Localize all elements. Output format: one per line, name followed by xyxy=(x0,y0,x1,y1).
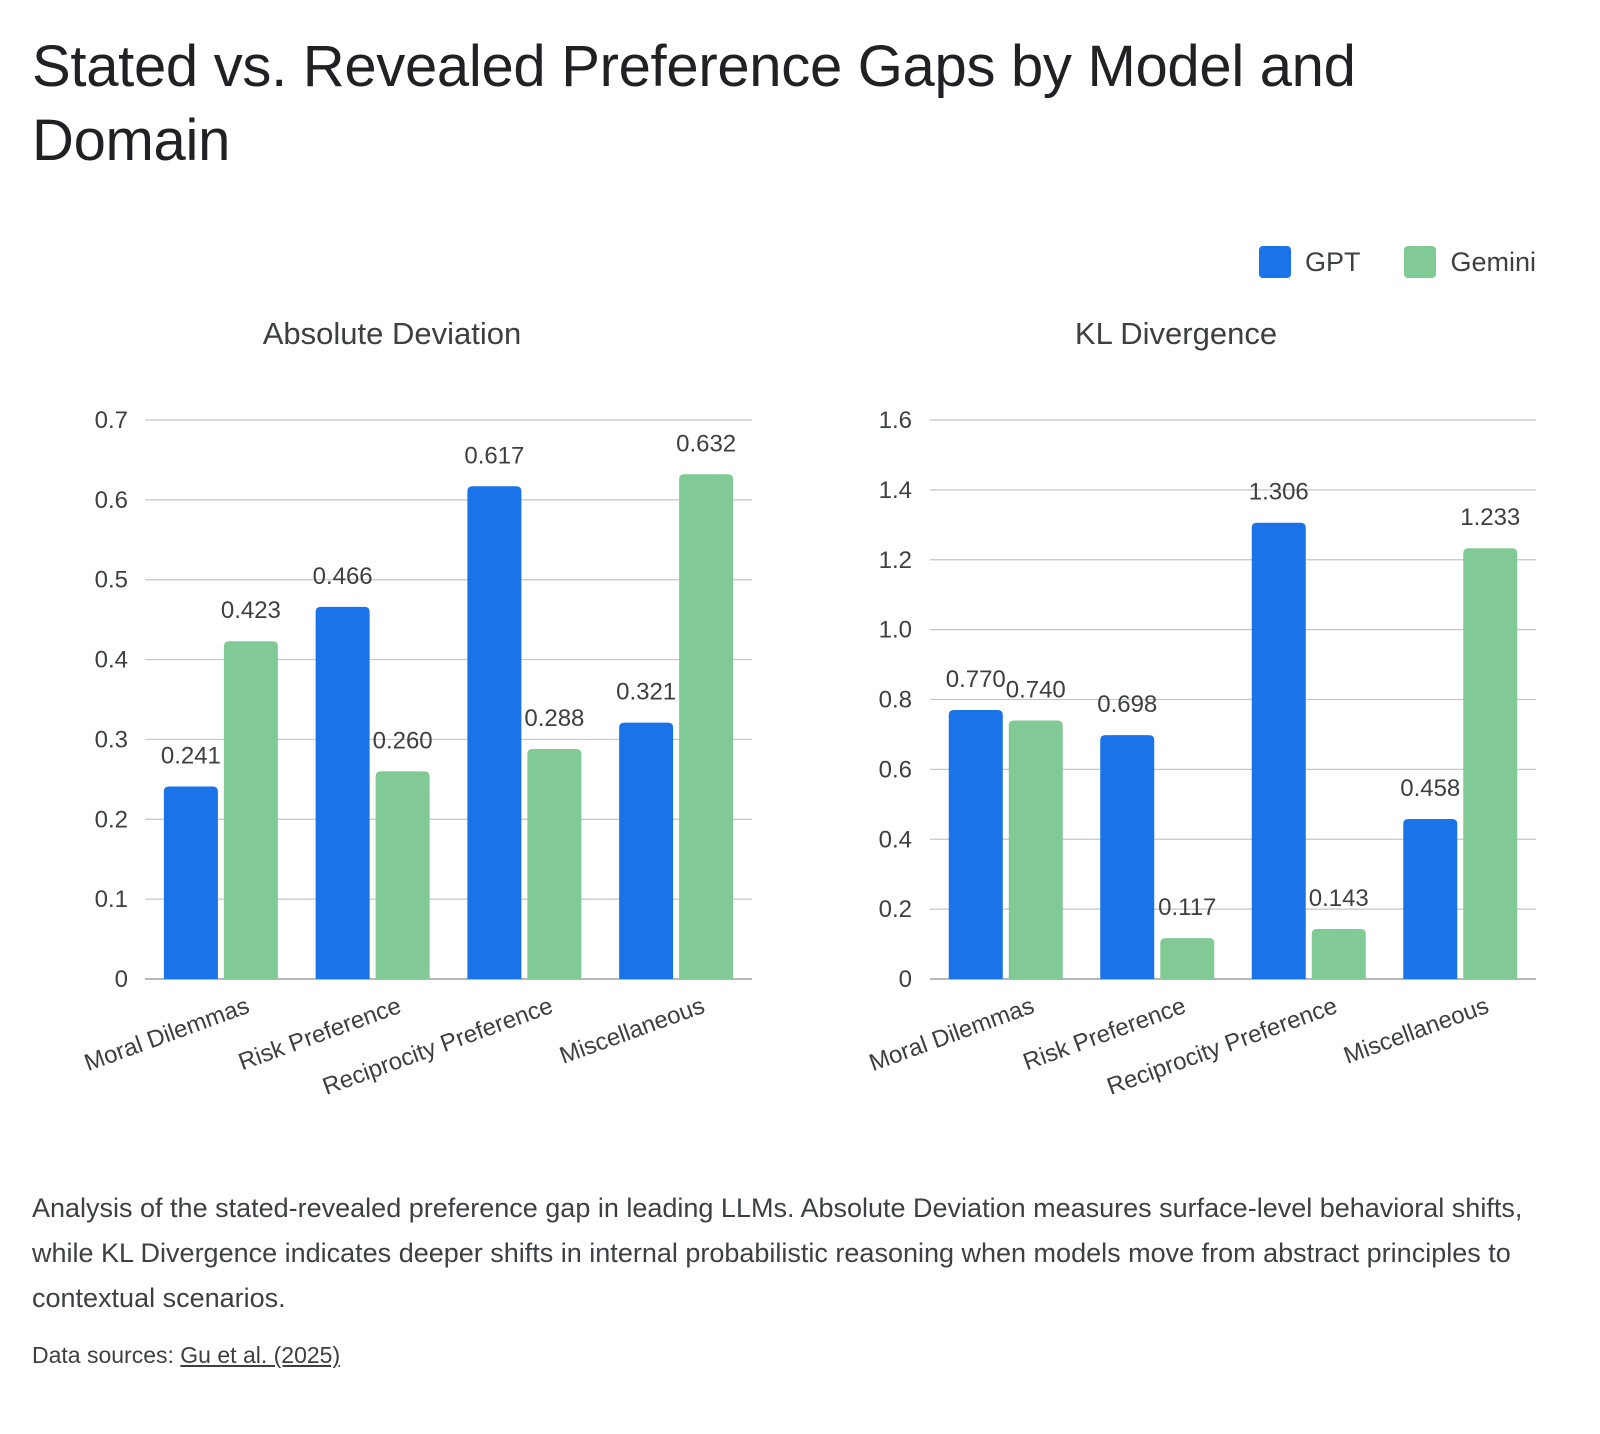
bar-gemini-miscellaneous xyxy=(679,474,734,979)
bar-gpt-miscellaneous xyxy=(619,722,674,979)
bar-gpt-moral-dilemmas xyxy=(163,786,218,979)
data-label-gpt-risk-preference: 0.466 xyxy=(313,563,373,590)
bar-gemini-risk-preference xyxy=(1160,938,1215,979)
bar-gpt-miscellaneous xyxy=(1403,818,1458,979)
data-label-gemini-miscellaneous: 1.233 xyxy=(1460,504,1520,531)
y-tick-label: 0.3 xyxy=(95,726,128,753)
data-label-gpt-miscellaneous: 0.458 xyxy=(1400,775,1460,802)
bar-gemini-reciprocity-preference xyxy=(527,749,582,979)
bar-gemini-moral-dilemmas xyxy=(1008,720,1063,979)
y-tick-label: 1.0 xyxy=(879,617,912,644)
y-tick-label: 0.5 xyxy=(95,567,128,594)
legend-swatch-gpt xyxy=(1258,246,1291,278)
y-tick-label: 1.6 xyxy=(879,407,912,434)
y-tick-label: 0.7 xyxy=(95,407,128,434)
y-tick-label: 0.8 xyxy=(879,687,912,714)
y-tick-label: 0.2 xyxy=(879,896,912,923)
legend-swatch-gemini xyxy=(1404,246,1437,278)
page-title: Stated vs. Revealed Preference Gaps by M… xyxy=(32,34,1356,173)
data-label-gemini-reciprocity-preference: 0.288 xyxy=(524,705,584,732)
y-tick-label: 0 xyxy=(115,966,128,993)
data-label-gpt-moral-dilemmas: 0.241 xyxy=(161,743,221,770)
caption: Analysis of the stated-revealed preferen… xyxy=(32,1193,1523,1313)
data-label-gpt-miscellaneous: 0.321 xyxy=(616,679,676,706)
data-label-gemini-risk-preference: 0.260 xyxy=(373,727,433,754)
bar-gpt-reciprocity-preference xyxy=(467,486,522,979)
chart-kl-divergence: KL Divergence 0 0.2 0.4 0.6 0.8 1.0 1.2 1.4 1.6 0.… xyxy=(866,316,1536,1101)
data-label-gpt-reciprocity-preference: 0.617 xyxy=(464,442,524,469)
legend-item-gemini: Gemini xyxy=(1404,246,1536,278)
bar-gemini-reciprocity-preference xyxy=(1311,929,1366,979)
y-tick-label: 0.1 xyxy=(95,886,128,913)
chart-title: KL Divergence xyxy=(1075,316,1277,351)
chart-absolute-deviation: Absolute Deviation 0 0.1 0.2 0.3 0.4 0.5 0.6 0.7… xyxy=(81,316,752,1101)
bar-gemini-risk-preference xyxy=(375,771,430,979)
y-tick-label: 0.4 xyxy=(95,647,128,674)
bar-gpt-risk-preference xyxy=(1100,735,1155,979)
data-label-gemini-miscellaneous: 0.632 xyxy=(676,430,736,457)
data-label-gemini-risk-preference: 0.117 xyxy=(1158,894,1216,921)
y-tick-label: 1.4 xyxy=(879,477,912,504)
data-label-gemini-moral-dilemmas: 0.423 xyxy=(221,597,281,624)
charts-canvas: Absolute Deviation 0 0.1 0.2 0.3 0.4 0.5 0.6 0.7… xyxy=(81,316,1536,1101)
bar-gemini-miscellaneous xyxy=(1463,548,1518,979)
category-label-moral-dilemmas: Moral Dilemmas xyxy=(866,992,1038,1077)
data-label-gpt-moral-dilemmas: 0.770 xyxy=(946,666,1006,693)
legend-item-gpt: GPT xyxy=(1258,246,1361,278)
y-tick-label: 1.2 xyxy=(879,547,912,574)
data-label-gpt-reciprocity-preference: 1.306 xyxy=(1249,479,1309,506)
legend-label-gpt: GPT xyxy=(1304,246,1361,277)
bar-gemini-moral-dilemmas xyxy=(223,641,278,979)
data-label-gemini-moral-dilemmas: 0.740 xyxy=(1006,676,1066,703)
source-link[interactable]: Gu et al. (2025) xyxy=(180,1342,341,1368)
source-prefix: Data sources: xyxy=(32,1342,181,1368)
data-label-gpt-risk-preference: 0.698 xyxy=(1097,691,1157,718)
bar-gpt-risk-preference xyxy=(315,606,370,979)
y-tick-label: 0.4 xyxy=(879,826,912,853)
y-tick-label: 0.6 xyxy=(95,487,128,514)
category-label-moral-dilemmas: Moral Dilemmas xyxy=(81,992,253,1077)
legend-label-gemini: Gemini xyxy=(1450,246,1536,277)
y-tick-label: 0.6 xyxy=(879,756,912,783)
bar-gpt-reciprocity-preference xyxy=(1251,522,1306,979)
category-label-miscellaneous: Miscellaneous xyxy=(1340,992,1492,1069)
category-label-miscellaneous: Miscellaneous xyxy=(556,992,708,1069)
y-tick-label: 0.2 xyxy=(95,806,128,833)
chart-title: Absolute Deviation xyxy=(263,316,522,351)
bar-gpt-moral-dilemmas xyxy=(948,709,1003,979)
data-label-gemini-reciprocity-preference: 0.143 xyxy=(1309,885,1369,912)
y-tick-label: 0 xyxy=(899,966,912,993)
legend: GPT Gemini xyxy=(1258,246,1536,278)
source-line: Data sources: Gu et al. (2025) xyxy=(32,1342,340,1369)
